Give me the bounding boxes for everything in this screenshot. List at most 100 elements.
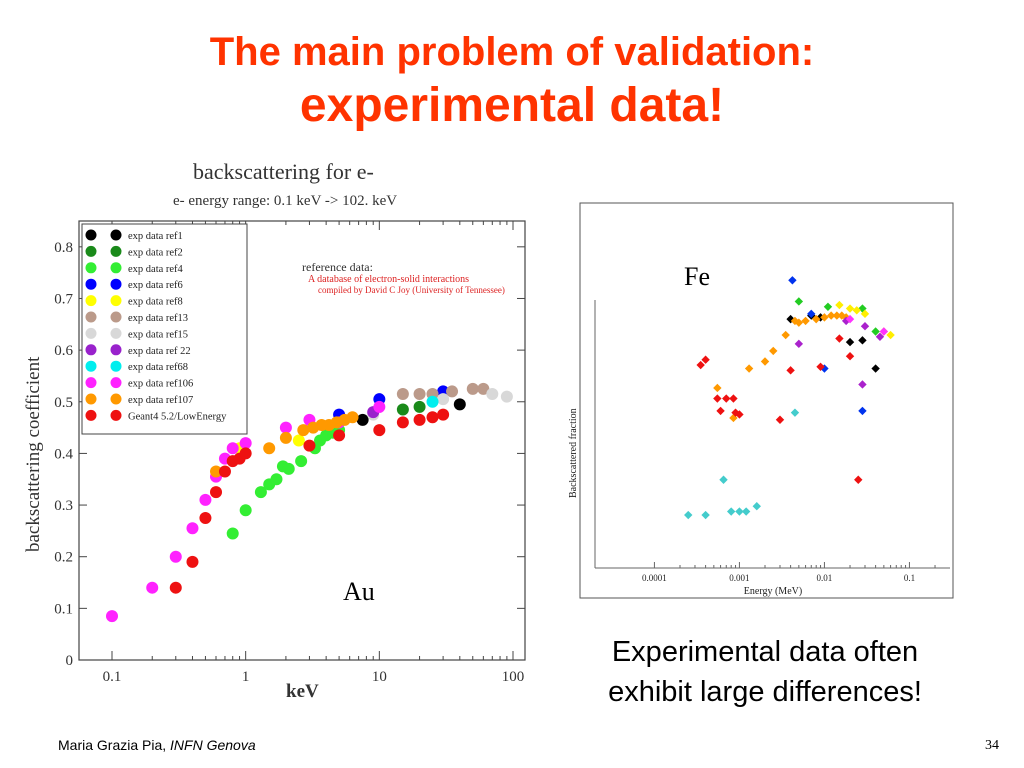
legend-label: exp data ref106 [128,379,193,390]
x-tick-label: 0.01 [817,573,833,583]
data-point [701,355,710,364]
legend-label: exp data ref68 [128,362,188,373]
data-point [786,366,795,375]
legend-label: exp data ref1 [128,231,183,242]
data-point [373,424,386,437]
legend-marker [85,360,97,372]
legend-label: Geant4 5.2/LowEnergy [128,411,227,422]
footer: Maria Grazia Pia, INFN Genova [58,737,256,753]
y-axis-label: Backscattered fraction [568,408,579,498]
data-point [854,475,863,484]
data-point [186,555,199,568]
legend-marker [110,245,122,257]
legend-label: exp data ref13 [128,313,188,324]
series-points [713,311,851,423]
data-point [396,388,409,401]
legend-marker [85,278,97,290]
data-point [295,455,308,468]
series-points [356,398,466,426]
data-point [297,424,310,437]
data-point [254,486,267,499]
data-point [826,311,836,320]
data-point [210,465,223,478]
legend-label: exp data ref8 [128,297,183,308]
data-point [466,382,479,395]
data-point [210,486,223,499]
series-points [226,424,346,540]
x-ticks: 0.1 1 10 100 [103,221,525,685]
legend-marker [110,295,122,307]
x-tick-label: 0.0001 [642,573,667,583]
data-point [823,302,833,311]
slide-title-line2: experimental data! [299,79,725,132]
data-point [807,309,816,319]
data-point [741,507,751,516]
data-point [726,507,736,516]
data-point [760,357,770,366]
legend-marker [110,262,122,274]
data-point [146,581,159,594]
data-point [871,364,880,373]
data-point [788,276,797,285]
legend-marker [110,360,122,372]
legend-marker [85,245,97,257]
footer-author: Maria Grazia Pia, [58,737,167,753]
data-point [835,300,844,310]
data-point [169,550,182,563]
data-point [696,360,705,370]
legend-marker [110,377,122,389]
data-point [769,346,778,356]
reference-heading: reference data: [302,260,373,274]
data-point [811,314,821,324]
data-point [199,511,212,524]
x-tick-label: 0.1 [103,669,122,685]
data-point [270,473,283,486]
data-point [333,429,346,442]
data-point [218,465,231,478]
y-tick-label: 0.4 [54,446,73,462]
data-point [396,403,409,416]
data-point [794,297,804,306]
material-label-au: Au [343,577,375,606]
x-tick-label: 100 [502,669,525,685]
data-point [437,408,450,421]
series-points [794,297,880,336]
chart-border [579,202,954,599]
legend-marker [110,278,122,290]
legend-marker [85,311,97,323]
data-point [477,382,490,395]
data-point [845,337,855,347]
data-point [858,336,867,345]
data-point [437,393,450,406]
data-point [279,421,292,434]
data-point [713,394,722,403]
chart-subtitle: e- energy range: 0.1 keV -> 102. keV [173,193,397,209]
series-points [169,408,450,594]
data-point [858,380,867,389]
data-point [845,304,855,313]
data-point [373,400,386,413]
data-point [722,394,731,403]
y-tick-label: 0.3 [54,498,73,514]
legend-marker [85,377,97,389]
legend-marker [85,393,97,405]
y-tick-label: 0.8 [54,240,73,256]
data-point [486,388,499,401]
legend-label: exp data ref4 [128,264,184,275]
data-point [500,390,513,403]
legend-label: exp data ref15 [128,329,188,340]
x-tick-label: 0.1 [904,573,915,583]
legend-marker [85,262,97,274]
series-points [794,316,885,389]
series-points [367,388,513,421]
y-tick-label: 0 [66,653,74,669]
legend-marker [110,393,122,405]
caption-line1: Experimental data often [611,636,919,668]
data-point [719,475,728,484]
y-tick-label: 0.6 [54,343,73,359]
data-point [186,522,199,535]
data-point [346,411,359,424]
y-tick-label: 0.5 [54,395,73,411]
data-point [858,406,867,416]
footer-affiliation: INFN Genova [170,737,256,753]
